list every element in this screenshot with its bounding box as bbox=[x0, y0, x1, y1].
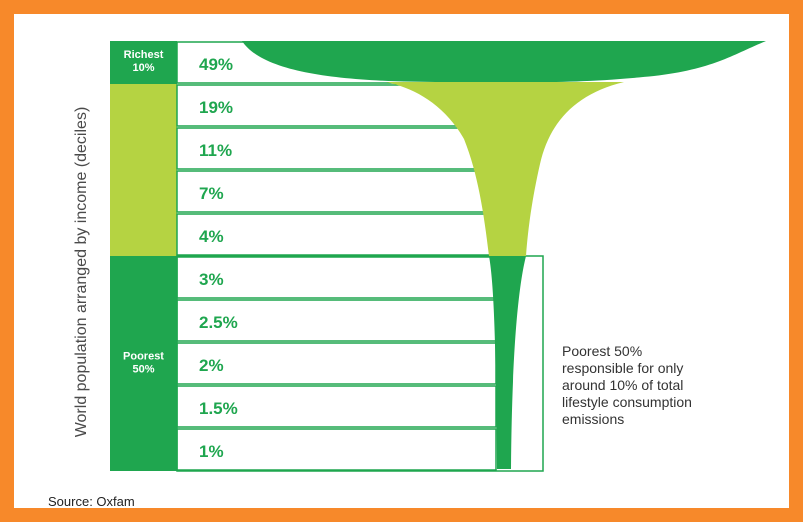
value-row-4 bbox=[176, 170, 497, 213]
value-row-8 bbox=[176, 342, 497, 385]
value-row-6 bbox=[176, 256, 497, 299]
decile-strip-1 bbox=[110, 41, 177, 84]
value-row-7 bbox=[176, 299, 497, 342]
value-label-8: 2% bbox=[199, 356, 224, 375]
decile-strip-4 bbox=[110, 170, 177, 213]
richest-funnel-shape bbox=[242, 41, 766, 83]
value-label-4: 7% bbox=[199, 184, 224, 203]
decile-strip-6 bbox=[110, 256, 177, 299]
poorest-label: Poorest 50% bbox=[123, 351, 164, 376]
value-label-5: 4% bbox=[199, 227, 224, 246]
poorest-bracket bbox=[176, 255, 544, 472]
decile-strip-9 bbox=[110, 385, 177, 428]
decile-strip-3 bbox=[110, 127, 177, 170]
decile-strip-7 bbox=[110, 299, 177, 342]
value-label-1: 49% bbox=[199, 55, 233, 74]
value-label-10: 1% bbox=[199, 442, 224, 461]
value-label-2: 19% bbox=[199, 98, 233, 117]
richest-label: Richest 10% bbox=[124, 49, 164, 74]
emissions-chart: 49% 19% 11% 7% 4% 3% 2.5% 2% 1.5% 1% Richest 10% Poo… bbox=[110, 41, 766, 472]
source-text: Source: Oxfam bbox=[48, 494, 135, 509]
chart-frame: 49% 19% 11% 7% 4% 3% 2.5% 2% 1.5% 1% Richest 10% Poo… bbox=[14, 14, 789, 509]
decile-strip-2 bbox=[110, 84, 177, 127]
poorest-annotation: Poorest 50% responsible for only around … bbox=[562, 343, 692, 427]
value-row-10 bbox=[176, 428, 497, 471]
poorest-funnel-shape bbox=[489, 256, 526, 469]
middle-funnel-shape bbox=[386, 82, 624, 256]
value-label-6: 3% bbox=[199, 270, 224, 289]
decile-strip-10 bbox=[110, 428, 177, 471]
value-row-9 bbox=[176, 385, 497, 428]
decile-strip-8 bbox=[110, 342, 177, 385]
value-label-7: 2.5% bbox=[199, 313, 238, 332]
decile-strip-5 bbox=[110, 213, 177, 256]
value-label-3: 11% bbox=[199, 141, 232, 160]
value-label-9: 1.5% bbox=[199, 399, 238, 418]
y-axis-label: World population arranged by income (dec… bbox=[73, 106, 90, 438]
value-row-5 bbox=[176, 213, 497, 256]
